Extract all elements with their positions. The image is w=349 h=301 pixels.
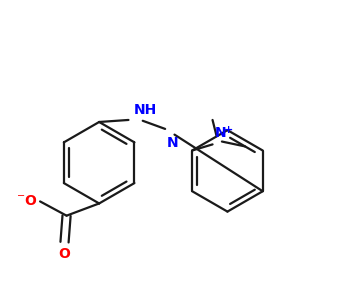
Text: N: N	[215, 126, 226, 140]
Text: $^{-}$O: $^{-}$O	[16, 194, 38, 208]
Text: NH: NH	[133, 103, 157, 117]
Text: +: +	[224, 125, 233, 135]
Text: N: N	[167, 136, 179, 150]
Text: O: O	[59, 247, 70, 261]
